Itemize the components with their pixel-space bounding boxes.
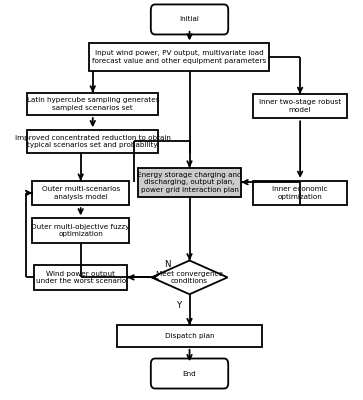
Text: Meet convergence
conditions: Meet convergence conditions: [156, 271, 223, 284]
Text: Outer multi-objective fuzzy
optimization: Outer multi-objective fuzzy optimization: [32, 224, 130, 237]
Bar: [27, 130, 158, 153]
Text: Latin hypercube sampling generates
sampled scenarios set: Latin hypercube sampling generates sampl…: [26, 97, 159, 111]
Bar: [253, 94, 347, 118]
Text: Inner economic
optimization: Inner economic optimization: [272, 186, 328, 200]
Text: Energy storage charging and
discharging, output plan,
power grid interaction pla: Energy storage charging and discharging,…: [137, 172, 242, 193]
Text: N: N: [164, 260, 170, 269]
Text: Y: Y: [177, 302, 183, 310]
Text: Improved concentrated reduction to obtain
typical scenarios set and probability: Improved concentrated reduction to obtai…: [15, 135, 171, 148]
Text: End: End: [183, 370, 196, 376]
FancyBboxPatch shape: [151, 358, 228, 388]
Bar: [34, 265, 127, 290]
Bar: [89, 43, 269, 70]
Text: Dispatch plan: Dispatch plan: [165, 333, 214, 339]
Text: Input wind power, PV output, multivariate load
forecast value and other equipmen: Input wind power, PV output, multivariat…: [92, 50, 266, 64]
Bar: [32, 218, 129, 243]
Bar: [27, 93, 158, 115]
Text: Inner two-stage robust
model: Inner two-stage robust model: [259, 100, 341, 113]
Bar: [32, 181, 129, 205]
Bar: [253, 181, 347, 205]
Bar: [117, 325, 262, 347]
FancyBboxPatch shape: [151, 4, 228, 34]
Text: Outer multi-scenarios
analysis model: Outer multi-scenarios analysis model: [41, 186, 120, 200]
Text: Wind power output
under the worst scenario: Wind power output under the worst scenar…: [36, 271, 126, 284]
Bar: [138, 168, 241, 197]
Polygon shape: [151, 260, 228, 294]
Text: Initial: Initial: [180, 16, 199, 22]
